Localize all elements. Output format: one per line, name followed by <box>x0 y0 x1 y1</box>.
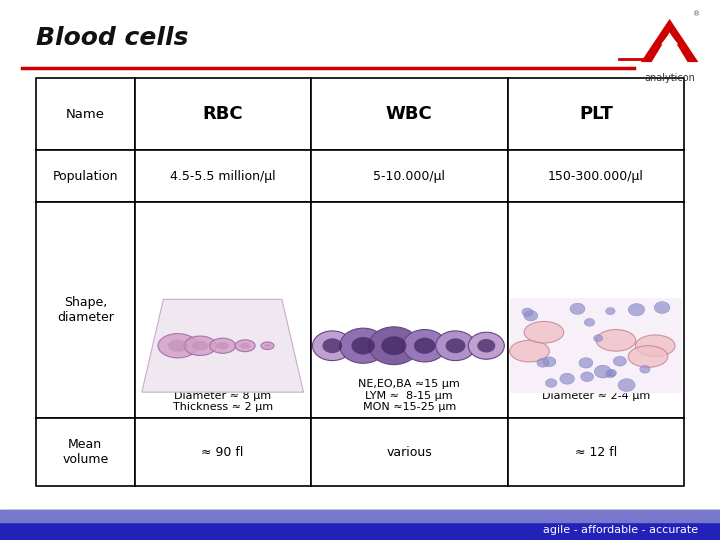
FancyBboxPatch shape <box>510 298 682 393</box>
Text: 5-10.000/µl: 5-10.000/µl <box>373 170 445 183</box>
Bar <box>36 418 135 486</box>
Circle shape <box>607 369 616 376</box>
Bar <box>36 78 135 150</box>
Circle shape <box>522 308 533 316</box>
Circle shape <box>369 327 419 364</box>
Ellipse shape <box>261 342 274 349</box>
Bar <box>508 78 684 150</box>
Text: 4.5-5.5 million/µl: 4.5-5.5 million/µl <box>170 170 276 183</box>
Text: analyticon: analyticon <box>644 73 695 83</box>
Bar <box>311 150 508 202</box>
Circle shape <box>468 332 504 359</box>
Text: Mean
volume: Mean volume <box>62 438 109 466</box>
Bar <box>508 418 684 486</box>
Bar <box>311 202 508 418</box>
Circle shape <box>618 379 635 392</box>
Bar <box>135 150 311 202</box>
Circle shape <box>312 331 352 361</box>
Bar <box>135 202 311 418</box>
Text: NE,EO,BA ≈15 µm
LYM ≈  8-15 µm
MON ≈15-25 µm: NE,EO,BA ≈15 µm LYM ≈ 8-15 µm MON ≈15-25… <box>359 379 460 413</box>
Text: Name: Name <box>66 108 105 121</box>
Circle shape <box>613 356 626 366</box>
Circle shape <box>446 339 465 353</box>
Circle shape <box>640 366 650 373</box>
Ellipse shape <box>168 340 188 352</box>
Text: 150-300.000/µl: 150-300.000/µl <box>548 170 644 183</box>
Text: ≈ 12 fl: ≈ 12 fl <box>575 446 617 458</box>
Circle shape <box>560 373 575 384</box>
Bar <box>508 202 684 418</box>
Text: agile - affordable - accurate: agile - affordable - accurate <box>544 524 698 535</box>
Bar <box>135 418 311 486</box>
Text: ≈ 90 fl: ≈ 90 fl <box>202 446 244 458</box>
Text: Biconcave shape
Diameter ≈ 8 µm
Thickness ≈ 2 µm: Biconcave shape Diameter ≈ 8 µm Thicknes… <box>173 379 273 413</box>
Circle shape <box>585 319 595 326</box>
Ellipse shape <box>596 329 636 351</box>
Circle shape <box>340 328 387 363</box>
Circle shape <box>570 303 585 314</box>
Text: Blood cells: Blood cells <box>36 26 189 50</box>
Ellipse shape <box>210 338 235 353</box>
Circle shape <box>351 337 375 355</box>
Text: various: various <box>387 446 432 458</box>
Circle shape <box>654 302 670 313</box>
Circle shape <box>403 329 446 362</box>
Text: Shape,
diameter: Shape, diameter <box>57 296 114 324</box>
Text: WBC: WBC <box>386 105 433 123</box>
Bar <box>135 78 311 150</box>
Ellipse shape <box>524 321 564 343</box>
Polygon shape <box>661 33 678 44</box>
Circle shape <box>382 336 407 355</box>
Circle shape <box>524 310 538 321</box>
Ellipse shape <box>216 342 229 349</box>
Ellipse shape <box>184 336 217 355</box>
Bar <box>0 510 720 540</box>
Circle shape <box>581 372 593 382</box>
Bar <box>36 150 135 202</box>
Circle shape <box>579 357 593 368</box>
Circle shape <box>594 365 611 378</box>
Polygon shape <box>641 19 698 62</box>
Ellipse shape <box>628 346 667 367</box>
Text: ®: ® <box>693 11 701 17</box>
Ellipse shape <box>264 344 271 348</box>
Ellipse shape <box>192 341 208 350</box>
Ellipse shape <box>510 340 549 362</box>
Circle shape <box>477 339 495 353</box>
Ellipse shape <box>240 343 250 349</box>
Text: Fragments
Diameter ≈ 2-4 µm: Fragments Diameter ≈ 2-4 µm <box>542 379 650 401</box>
Ellipse shape <box>635 335 675 356</box>
Circle shape <box>537 359 549 367</box>
Bar <box>508 150 684 202</box>
Circle shape <box>543 357 556 367</box>
Bar <box>36 202 135 418</box>
Circle shape <box>436 331 475 361</box>
Bar <box>311 78 508 150</box>
Text: PLT: PLT <box>579 105 613 123</box>
Ellipse shape <box>158 334 197 358</box>
Circle shape <box>629 303 644 316</box>
Bar <box>311 418 508 486</box>
Circle shape <box>546 379 557 387</box>
Bar <box>0 510 720 523</box>
Circle shape <box>414 338 436 354</box>
Polygon shape <box>142 299 304 392</box>
Circle shape <box>593 335 603 342</box>
Text: Population: Population <box>53 170 118 183</box>
Text: RBC: RBC <box>202 105 243 123</box>
Circle shape <box>606 308 615 315</box>
Circle shape <box>606 370 616 377</box>
Circle shape <box>323 339 342 353</box>
Ellipse shape <box>235 340 255 352</box>
